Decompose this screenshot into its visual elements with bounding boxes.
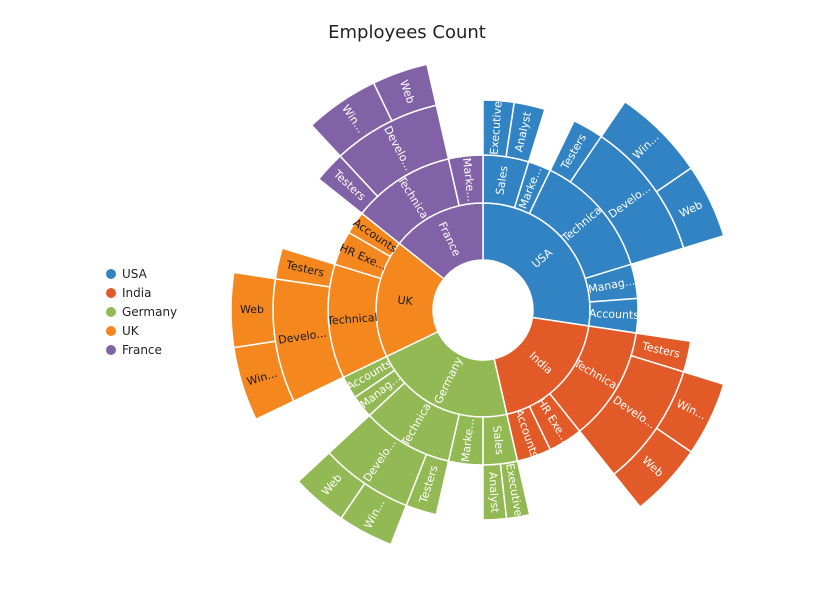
- legend-label: USA: [122, 266, 147, 281]
- legend-item-usa[interactable]: USA: [106, 264, 177, 283]
- legend: USA India Germany UK France: [106, 264, 177, 360]
- segment-usa-technical-developers-web[interactable]: [655, 167, 725, 250]
- legend-label: Germany: [122, 304, 178, 319]
- segment-label-uk-technical: Technical: [326, 311, 378, 328]
- segment-label-germany-sales: Sales: [490, 425, 506, 456]
- legend-swatch: [106, 306, 116, 317]
- legend-label: India: [122, 285, 152, 300]
- segment-label-germany-marketing: Marke...: [459, 418, 477, 463]
- segment-label-usa-accounts: Accounts: [589, 307, 640, 322]
- segment-label-germany-sales-analyst: Analyst: [486, 471, 501, 513]
- segment-germany-technical-developers-web[interactable]: [297, 451, 366, 520]
- segment-france-technical-developers-web[interactable]: [372, 63, 438, 122]
- segment-label-usa-sales: Sales: [493, 165, 510, 196]
- legend-item-germany[interactable]: Germany: [106, 302, 177, 321]
- segment-label-uk-technical-developers-web: Web: [240, 303, 264, 316]
- legend-item-uk[interactable]: UK: [106, 322, 177, 341]
- segment-label-usa-sales-executive: Executive: [488, 101, 505, 156]
- legend-swatch: [106, 326, 116, 337]
- segment-label-france-marketing: Marke...: [460, 157, 478, 202]
- legend-label: France: [122, 343, 162, 358]
- chart-title: Employees Count: [328, 22, 486, 43]
- legend-item-india[interactable]: India: [106, 283, 177, 302]
- legend-item-france[interactable]: France: [106, 341, 177, 360]
- legend-label: UK: [122, 324, 139, 339]
- segment-label-uk: UK: [397, 293, 414, 308]
- legend-swatch: [106, 287, 116, 298]
- segment-india-technical-developers-web[interactable]: [612, 427, 693, 509]
- legend-swatch: [106, 268, 116, 279]
- segment-france-marketing[interactable]: [447, 154, 484, 207]
- legend-swatch: [106, 345, 116, 356]
